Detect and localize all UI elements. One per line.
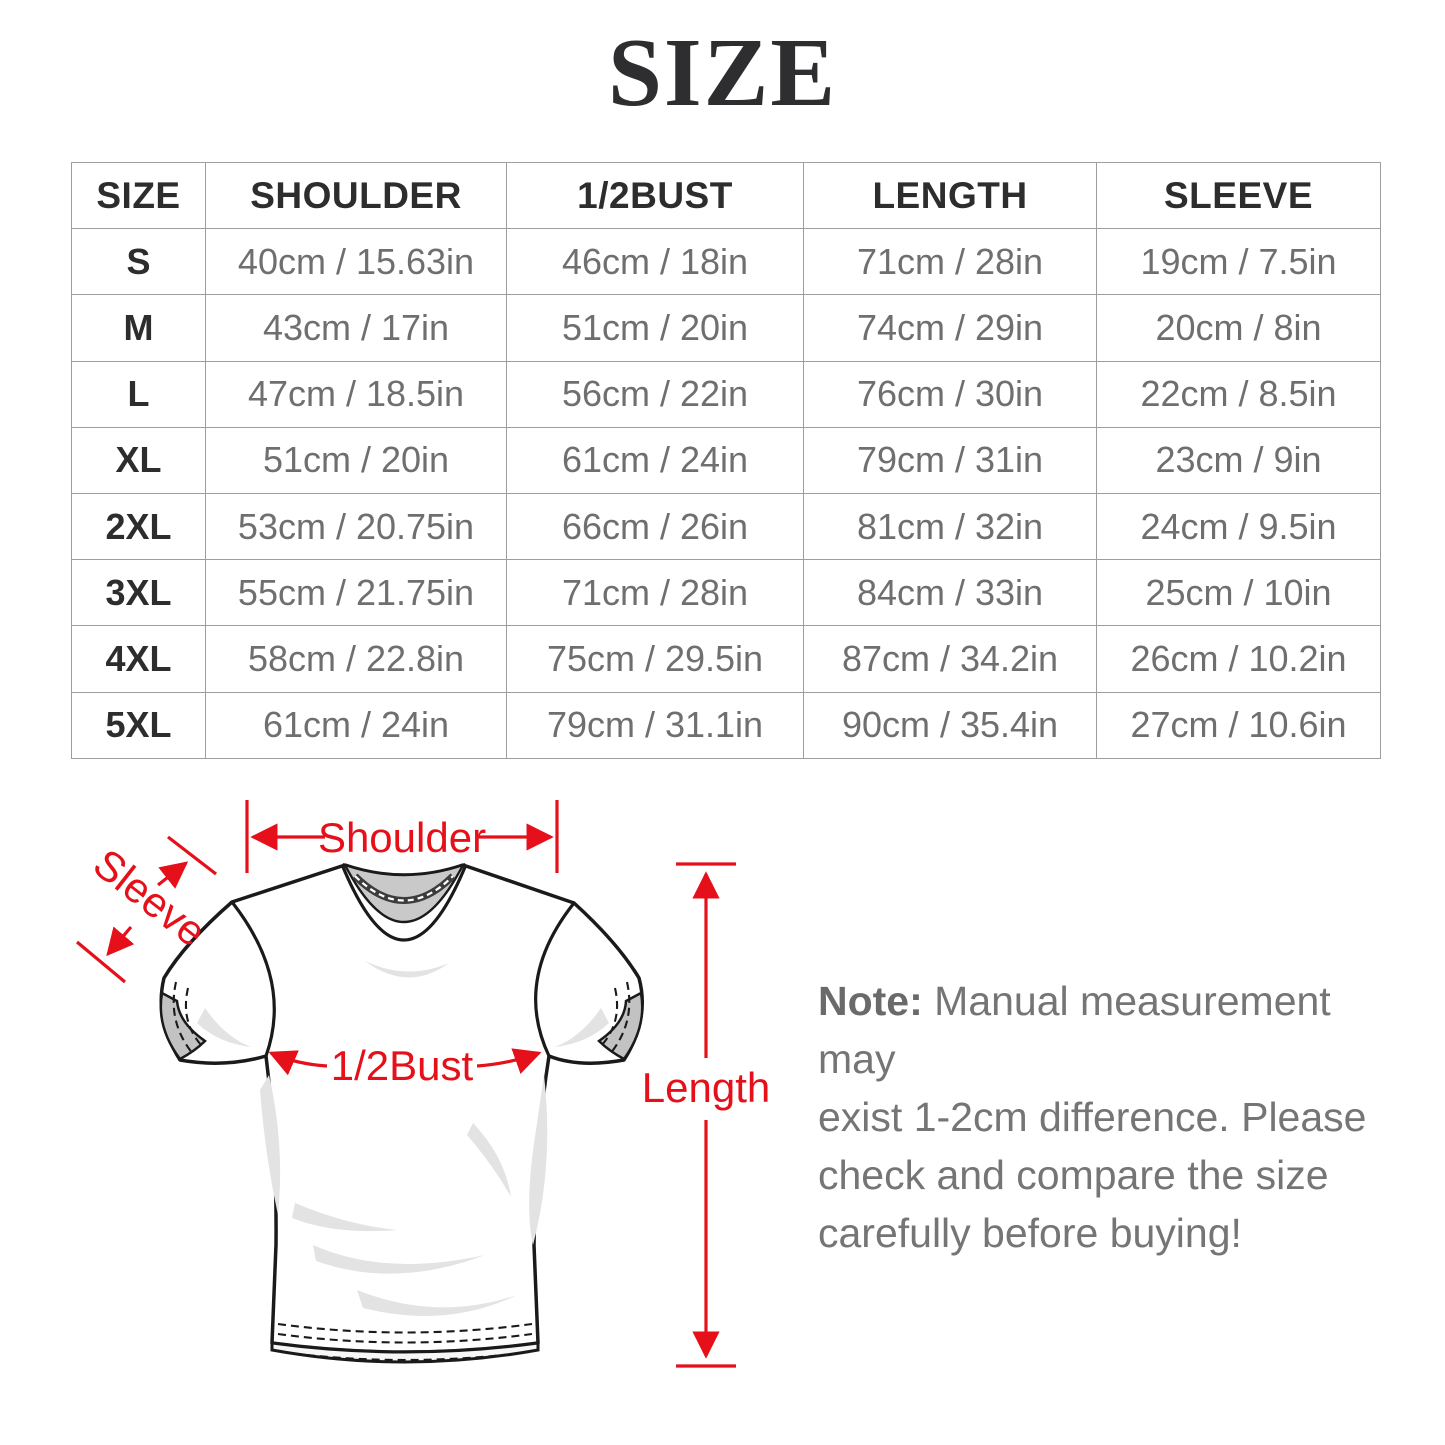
measurement-cell: 51cm / 20in xyxy=(506,294,804,362)
half-bust-measure: 1/2Bust xyxy=(268,1042,542,1089)
length-measure: Length xyxy=(642,862,770,1368)
size-chart-table: SIZE SHOULDER 1/2BUST LENGTH SLEEVE S 40… xyxy=(71,161,1381,759)
measurement-cell: 24cm / 9.5in xyxy=(1096,492,1381,561)
table-row: M 43cm / 17in 51cm / 20in 74cm / 29in 20… xyxy=(71,294,1381,362)
sleeve-arrow-down xyxy=(106,925,135,957)
tshirt-graphic xyxy=(159,862,645,1364)
measurement-cell: 22cm / 8.5in xyxy=(1096,360,1381,428)
note-line: check and compare the size xyxy=(818,1152,1329,1198)
size-cell: L xyxy=(71,360,206,428)
measurement-cell: 79cm / 31in xyxy=(803,426,1097,494)
column-header-shoulder: SHOULDER xyxy=(205,161,507,230)
table-row: S 40cm / 15.63in 46cm / 18in 71cm / 28in… xyxy=(71,228,1381,296)
measurement-cell: 40cm / 15.63in xyxy=(205,228,507,296)
measurement-cell: 19cm / 7.5in xyxy=(1096,228,1381,296)
note-label: Note: xyxy=(818,978,923,1024)
measurement-cell: 20cm / 8in xyxy=(1096,294,1381,362)
measurement-cell: 43cm / 17in xyxy=(205,294,507,362)
size-cell: M xyxy=(71,294,206,362)
table-row: 5XL 61cm / 24in 79cm / 31.1in 90cm / 35.… xyxy=(71,691,1381,759)
measurement-cell: 46cm / 18in xyxy=(506,228,804,296)
size-cell: 3XL xyxy=(71,559,206,627)
measurement-cell: 47cm / 18.5in xyxy=(205,360,507,428)
measurement-cell: 84cm / 33in xyxy=(803,559,1097,627)
column-header-length: LENGTH xyxy=(803,161,1097,230)
tshirt-measurement-diagram: Shoulder Sleeve 1/2Bust Length xyxy=(75,800,770,1368)
measurement-cell: 74cm / 29in xyxy=(803,294,1097,362)
measurement-cell: 53cm / 20.75in xyxy=(205,492,507,561)
note-line: exist 1-2cm difference. Please xyxy=(818,1094,1367,1140)
shoulder-label: Shoulder xyxy=(318,814,486,861)
size-cell: 5XL xyxy=(71,691,206,759)
measurement-cell: 51cm / 20in xyxy=(205,426,507,494)
measurement-cell: 23cm / 9in xyxy=(1096,426,1381,494)
table-row: 4XL 58cm / 22.8in 75cm / 29.5in 87cm / 3… xyxy=(71,625,1381,693)
measurement-cell: 87cm / 34.2in xyxy=(803,625,1097,693)
measurement-cell: 27cm / 10.6in xyxy=(1096,691,1381,759)
measurement-cell: 56cm / 22in xyxy=(506,360,804,428)
bust-arrow-left xyxy=(268,1050,328,1076)
measurement-cell: 75cm / 29.5in xyxy=(506,625,804,693)
measurement-cell: 25cm / 10in xyxy=(1096,559,1381,627)
measurement-cell: 61cm / 24in xyxy=(205,691,507,759)
note-text: Note: Manual measurement may exist 1-2cm… xyxy=(818,972,1418,1262)
note-line: Manual measurement may xyxy=(818,978,1331,1082)
measurement-cell: 79cm / 31.1in xyxy=(506,691,804,759)
column-header-size: SIZE xyxy=(71,161,206,230)
header-row: SIZE SHOULDER 1/2BUST LENGTH SLEEVE xyxy=(71,161,1381,230)
bust-arrow-right xyxy=(476,1048,542,1075)
size-cell: 4XL xyxy=(71,625,206,693)
sleeve-arrow-up xyxy=(157,861,189,889)
measurement-cell: 58cm / 22.8in xyxy=(205,625,507,693)
measurement-cell: 61cm / 24in xyxy=(506,426,804,494)
column-header-sleeve: SLEEVE xyxy=(1096,161,1381,230)
length-label: Length xyxy=(642,1064,770,1111)
measurement-cell: 76cm / 30in xyxy=(803,360,1097,428)
size-cell: XL xyxy=(71,426,206,494)
half-bust-label: 1/2Bust xyxy=(331,1042,474,1089)
measurement-cell: 26cm / 10.2in xyxy=(1096,625,1381,693)
measurement-cell: 81cm / 32in xyxy=(803,492,1097,561)
table-row: 2XL 53cm / 20.75in 66cm / 26in 81cm / 32… xyxy=(71,492,1381,561)
page-title: SIZE xyxy=(607,19,838,126)
table-row: XL 51cm / 20in 61cm / 24in 79cm / 31in 2… xyxy=(71,426,1381,494)
size-cell: 2XL xyxy=(71,492,206,561)
column-header-halfbust: 1/2BUST xyxy=(506,161,804,230)
measurement-cell: 66cm / 26in xyxy=(506,492,804,561)
size-cell: S xyxy=(71,228,206,296)
table-row: 3XL 55cm / 21.75in 71cm / 28in 84cm / 33… xyxy=(71,559,1381,627)
table-row: L 47cm / 18.5in 56cm / 22in 76cm / 30in … xyxy=(71,360,1381,428)
measurement-cell: 90cm / 35.4in xyxy=(803,691,1097,759)
measurement-cell: 71cm / 28in xyxy=(506,559,804,627)
measurement-cell: 55cm / 21.75in xyxy=(205,559,507,627)
shoulder-measure: Shoulder xyxy=(245,800,559,873)
note-line: carefully before buying! xyxy=(818,1210,1242,1256)
measurement-cell: 71cm / 28in xyxy=(803,228,1097,296)
